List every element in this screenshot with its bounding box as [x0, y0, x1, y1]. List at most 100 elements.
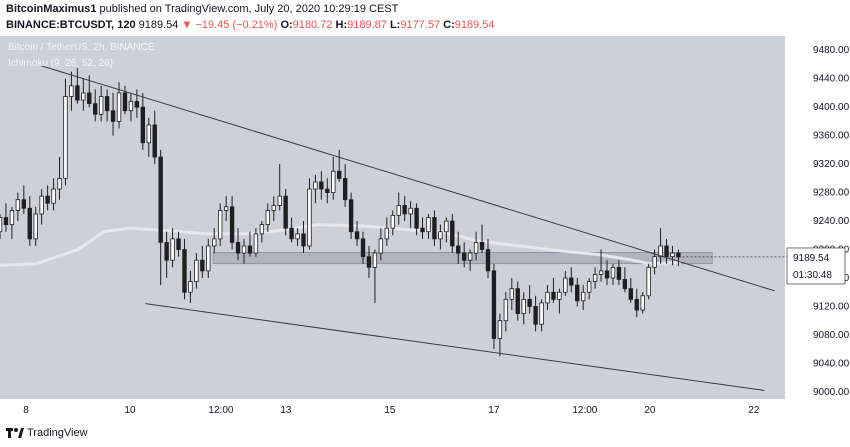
candle[interactable]	[348, 192, 354, 239]
candle[interactable]	[241, 238, 247, 264]
candle[interactable]	[456, 231, 461, 264]
candle[interactable]	[420, 217, 425, 239]
candle[interactable]	[610, 263, 616, 286]
candle[interactable]	[450, 213, 455, 254]
candle[interactable]	[557, 288, 562, 314]
candle[interactable]	[646, 263, 651, 300]
candle[interactable]	[259, 221, 265, 243]
time-axis[interactable]	[0, 399, 785, 421]
candle[interactable]	[182, 238, 187, 300]
price-axis[interactable]	[785, 36, 850, 421]
candle[interactable]	[170, 228, 175, 268]
candle[interactable]	[223, 196, 229, 222]
candle[interactable]	[354, 221, 360, 246]
candle[interactable]	[200, 245, 205, 278]
candle[interactable]	[586, 278, 592, 300]
candle[interactable]	[402, 196, 407, 222]
candle[interactable]	[527, 285, 532, 314]
candle[interactable]	[634, 288, 639, 318]
candle[interactable]	[140, 92, 146, 150]
candle[interactable]	[491, 263, 497, 350]
trendline-lower[interactable]	[145, 303, 765, 391]
candle[interactable]	[0, 213, 3, 239]
candle[interactable]	[128, 92, 134, 122]
candle[interactable]	[473, 231, 479, 261]
candle[interactable]	[533, 295, 538, 332]
candle[interactable]	[212, 228, 217, 254]
candle[interactable]	[122, 85, 128, 115]
candle[interactable]	[378, 228, 384, 261]
candle[interactable]	[265, 203, 270, 232]
candle[interactable]	[45, 185, 50, 211]
candle[interactable]	[146, 117, 151, 157]
candle[interactable]	[39, 189, 44, 225]
candle[interactable]	[628, 278, 634, 303]
candle[interactable]	[372, 249, 378, 303]
candle[interactable]	[658, 228, 663, 264]
candle[interactable]	[640, 292, 645, 314]
candle[interactable]	[75, 68, 80, 104]
candle[interactable]	[81, 78, 86, 111]
candle[interactable]	[229, 196, 235, 250]
candle[interactable]	[63, 78, 68, 186]
candle[interactable]	[15, 192, 21, 222]
candle[interactable]	[104, 89, 110, 122]
candle[interactable]	[426, 213, 431, 239]
candle[interactable]	[188, 270, 193, 303]
candle[interactable]	[515, 281, 520, 321]
candle[interactable]	[57, 157, 62, 200]
candle[interactable]	[408, 201, 413, 229]
tradingview-brand[interactable]: TradingView	[27, 427, 88, 439]
candle[interactable]	[152, 110, 157, 165]
candle[interactable]	[366, 245, 372, 278]
candle[interactable]	[384, 217, 390, 246]
candle[interactable]	[283, 189, 288, 236]
candle[interactable]	[592, 267, 598, 289]
candle[interactable]	[521, 292, 526, 325]
candle[interactable]	[51, 178, 56, 211]
candle[interactable]	[604, 260, 610, 286]
candle[interactable]	[218, 203, 223, 246]
candle[interactable]	[27, 196, 32, 246]
candle[interactable]	[206, 238, 211, 278]
candle[interactable]	[432, 210, 437, 246]
candle[interactable]	[301, 221, 306, 254]
candle[interactable]	[569, 267, 574, 293]
candle[interactable]	[313, 174, 318, 204]
candle[interactable]	[110, 92, 116, 136]
candle[interactable]	[551, 278, 556, 303]
candle[interactable]	[396, 192, 401, 225]
candle[interactable]	[467, 249, 473, 271]
candle[interactable]	[21, 185, 26, 214]
candle[interactable]	[360, 231, 366, 264]
candle[interactable]	[598, 249, 604, 282]
candle[interactable]	[664, 238, 669, 264]
author-name[interactable]: BitcoinMaximus1	[6, 3, 97, 15]
candle[interactable]	[462, 242, 467, 268]
candle[interactable]	[581, 285, 586, 311]
candle[interactable]	[444, 217, 449, 243]
candle[interactable]	[3, 203, 9, 232]
candle[interactable]	[134, 89, 140, 118]
candle[interactable]	[69, 71, 74, 111]
candle[interactable]	[485, 238, 491, 278]
candle[interactable]	[295, 228, 300, 246]
candle[interactable]	[545, 285, 550, 311]
candle[interactable]	[503, 292, 509, 332]
candle[interactable]	[670, 245, 675, 266]
candle[interactable]	[33, 206, 38, 246]
candle[interactable]	[616, 260, 622, 286]
candle[interactable]	[98, 85, 104, 122]
candle[interactable]	[93, 89, 98, 122]
candle[interactable]	[331, 157, 336, 200]
candle[interactable]	[271, 196, 276, 222]
candle[interactable]	[342, 164, 348, 207]
candle[interactable]	[319, 171, 324, 200]
candle[interactable]	[497, 313, 503, 357]
candle[interactable]	[414, 203, 419, 236]
candle[interactable]	[164, 231, 169, 278]
candle[interactable]	[253, 228, 259, 257]
candle[interactable]	[509, 278, 514, 311]
candle[interactable]	[277, 164, 282, 211]
trendline-upper[interactable]	[41, 65, 775, 292]
